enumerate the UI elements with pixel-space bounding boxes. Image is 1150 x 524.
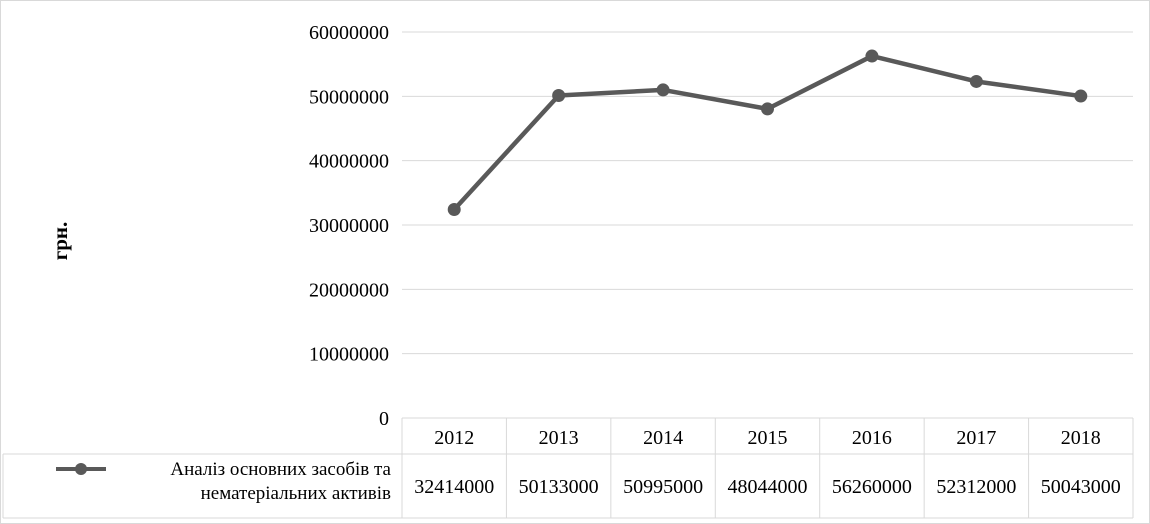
gridlines [402,32,1133,354]
x-tick-label: 2017 [956,427,996,449]
data-point [970,75,983,88]
series-line [454,56,1081,209]
x-tick-label: 2014 [643,427,683,449]
legend-label: Аналіз основних засобів та [170,459,391,480]
y-tick-label: 40000000 [309,151,389,173]
data-point [552,89,565,102]
y-axis-title: грн. [48,222,72,261]
y-tick-label: 20000000 [309,279,389,301]
x-tick-label: 2013 [539,427,579,449]
series-markers [448,50,1088,216]
data-point [761,102,774,115]
data-point [448,203,461,216]
data-table-value: 50043000 [1041,476,1121,498]
data-table: 2012 2013 2014 2015 2016 2017 2018 Аналіз основ… [3,418,1133,518]
data-point [657,83,670,96]
legend-label: нематеріальних активів [201,483,391,504]
legend-key-marker [75,463,87,475]
data-table-value: 48044000 [728,476,808,498]
series-line-path [454,56,1081,209]
y-tick-label: 50000000 [309,86,389,108]
x-tick-label: 2015 [748,427,788,449]
data-point [1074,90,1087,103]
x-tick-label: 2012 [434,427,474,449]
data-table-value: 50995000 [623,476,703,498]
data-table-value: 52312000 [936,476,1016,498]
y-tick-label: 0 [379,408,389,430]
y-tick-label: 60000000 [309,22,389,44]
y-tick-label: 10000000 [309,344,389,366]
data-table-value: 50133000 [519,476,599,498]
y-tick-label: 30000000 [309,215,389,237]
data-point [865,50,878,63]
data-table-value: 56260000 [832,476,912,498]
y-axis: 0 10000000 20000000 30000000 40000000 5000000… [309,22,389,430]
x-tick-label: 2016 [852,427,892,449]
data-table-value: 32414000 [414,476,494,498]
x-tick-label: 2018 [1061,427,1101,449]
